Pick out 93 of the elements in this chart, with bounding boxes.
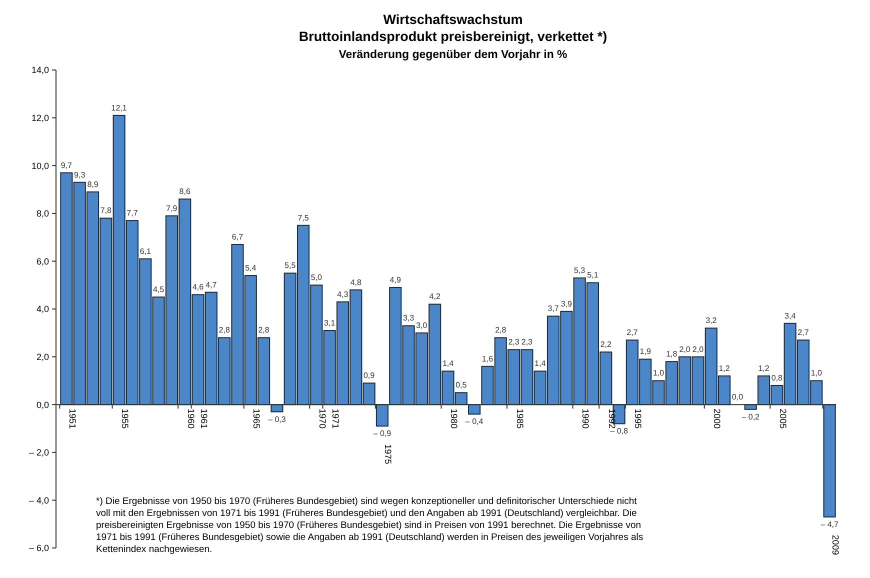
data-label: 2,8 (218, 326, 230, 335)
data-label: 8,6 (179, 187, 191, 196)
data-label: 2,3 (521, 338, 534, 347)
y-tick-label: 4,0 (36, 304, 49, 314)
data-label: 7,5 (298, 213, 310, 222)
y-tick-label: 12,0 (31, 112, 49, 123)
y-tick-label: 2,0 (36, 352, 49, 362)
data-label: 3,4 (784, 311, 796, 320)
data-label: 5,3 (574, 266, 586, 275)
x-tick-label: 1990 (580, 408, 591, 429)
data-label: 4,8 (350, 278, 362, 287)
data-label: – 0,2 (742, 412, 760, 422)
data-label: 9,7 (60, 160, 73, 170)
x-tick-label: 1960 (186, 408, 196, 429)
data-label: 3,7 (548, 304, 560, 314)
data-label: 4,2 (429, 292, 441, 302)
data-label: – 0,9 (373, 429, 392, 438)
data-label: 0,8 (771, 373, 784, 382)
y-tick-label: 6,0 (36, 256, 49, 266)
bar (468, 404, 481, 415)
bar (823, 404, 836, 518)
data-label: 6,1 (140, 246, 152, 256)
data-label: 5,4 (245, 264, 257, 273)
x-tick-label: 2009 (830, 534, 841, 555)
data-label: 0,5 (456, 380, 468, 390)
data-label: 2,8 (495, 326, 507, 335)
data-label: 6,7 (232, 232, 244, 242)
data-label: 2,8 (258, 326, 270, 335)
data-label: 2,3 (508, 338, 520, 347)
annotation: *) Die Ergebnisse von 1950 bis 1970 (Früheres Bundesgebiet) sind wegen konzeptioneller und definitorischer Unterschiede nicht voll mit den Ergebnissen von 1971 bis 1991 (Früheres Bundesgebiet) und den Angaben ab 1991 (Deutschland) vergleichbar. Die preisbereinigten Ergebnisse von 1950 bis 1970 (Früheres Bundesgebiet) sind in Preisen von 1991 berechnet. Die Ergebnisse von 1971 bis 1991 (Früheres Bundesgebiet) sowie die Angaben ab 1991 (Deutschland) werden in Preisen des jeweiligen Vorjahres als Kettenindex nachgewiesen. (96, 496, 644, 555)
data-label: 0,0 (732, 392, 744, 402)
data-label: 7,9 (166, 204, 178, 213)
bar (270, 404, 284, 412)
data-label: 1,8 (666, 350, 678, 359)
data-label: 1,4 (534, 359, 546, 368)
data-label: 3,1 (324, 318, 336, 328)
x-tick-label: 1992 (606, 408, 617, 429)
chart-title: Wirtschaftswachstum (383, 12, 523, 27)
data-label: 1,2 (758, 364, 770, 373)
data-label: 1,4 (442, 359, 454, 368)
x-tick-label: 1971 (330, 408, 341, 429)
x-tick-label: 1985 (514, 408, 525, 429)
x-tick-label: 1955 (120, 408, 130, 429)
x-tick-label: 1951 (67, 408, 78, 429)
data-label: 4,3 (337, 290, 349, 299)
data-label: 2,0 (692, 344, 704, 354)
data-label: 4,7 (206, 280, 218, 290)
y-axis-title: Veränderung gegenüber dem Vorjahr in % (338, 49, 568, 61)
x-tick-label: 1961 (199, 408, 210, 429)
x-tick-label: 1980 (449, 408, 459, 429)
data-label: – 4,7 (820, 520, 839, 529)
data-label: – 0,3 (268, 414, 286, 424)
y-tick-label: 10,0 (31, 160, 49, 171)
data-label: 12,1 (111, 103, 128, 112)
data-label: 2,2 (600, 340, 612, 350)
x-tick-label: 1970 (317, 408, 328, 429)
y-tick-label: – 2,0 (28, 448, 49, 458)
data-label: 4,5 (152, 285, 165, 294)
data-label: 3,9 (560, 299, 573, 308)
data-label: 1,2 (718, 364, 730, 373)
data-label: 1,6 (482, 354, 494, 364)
data-label: 5,1 (587, 270, 599, 280)
data-label: 5,5 (284, 261, 296, 270)
data-label: 4,6 (192, 282, 204, 292)
y-tick-label: – 4,0 (28, 495, 49, 506)
data-label: 2,7 (798, 328, 810, 338)
y-tick-label: 8,0 (36, 208, 49, 219)
x-tick-label: 2000 (712, 408, 722, 429)
bar (376, 404, 389, 427)
data-label: 2,7 (626, 328, 638, 338)
data-label: 3,0 (416, 320, 428, 330)
data-label: 2,0 (679, 344, 691, 354)
x-tick-label: 1975 (383, 444, 394, 464)
data-label: 3,3 (402, 314, 415, 323)
x-tick-label: 1965 (252, 408, 262, 429)
data-label: 4,9 (390, 275, 402, 284)
y-tick-label: – 6,0 (28, 543, 49, 554)
y-tick-label: 14,0 (31, 65, 49, 76)
data-label: 9,3 (74, 170, 86, 180)
data-label: 3,2 (706, 316, 718, 326)
data-label: 1,0 (810, 368, 823, 378)
data-label: 1,0 (652, 368, 665, 378)
data-label: 7,8 (100, 206, 112, 216)
data-label: 8,9 (87, 180, 99, 189)
chart-subtitle: Bruttoinlandsprodukt preisbereinigt, verkettet *) (298, 29, 608, 44)
data-label: – 0,4 (465, 417, 484, 426)
data-label: 7,7 (126, 208, 138, 218)
y-tick-label: 0,0 (36, 400, 49, 410)
x-tick-label: 1995 (633, 408, 644, 429)
data-label: 5,0 (310, 273, 323, 282)
data-label: 1,9 (640, 347, 652, 356)
x-tick-label: 2005 (778, 408, 788, 429)
data-label: 0,9 (363, 371, 376, 380)
